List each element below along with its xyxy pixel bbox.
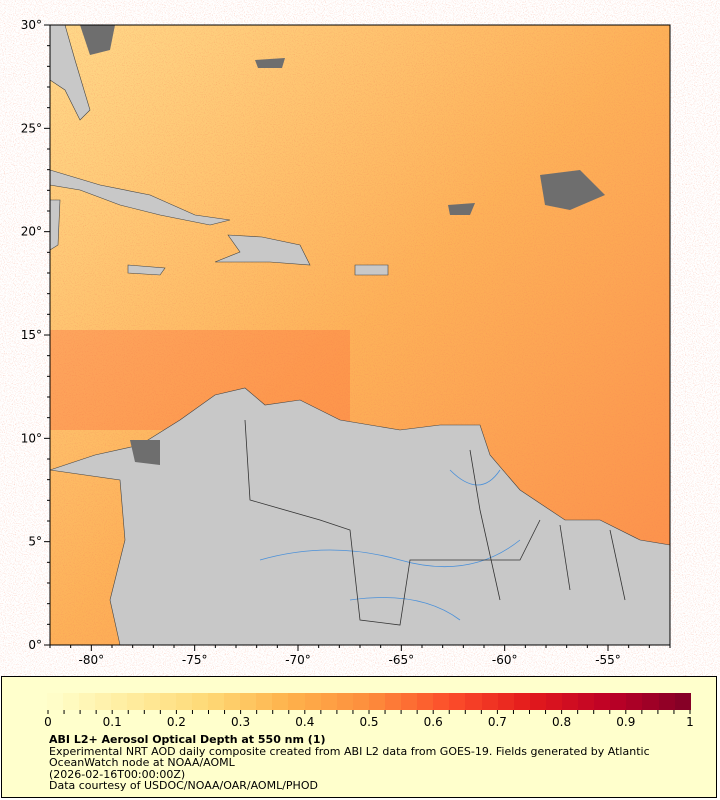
colorbar-tick-label: 0.2 (167, 715, 186, 727)
colorbar-segment (658, 693, 675, 710)
colorbar-segment (320, 693, 337, 710)
legend-date: (2026-02-16T00:00:00Z) (49, 768, 186, 781)
colorbar-segment (368, 693, 385, 710)
legend-title: ABI L2+ Aerosol Optical Depth at 550 nm … (49, 733, 326, 746)
colorbar-segment (159, 693, 176, 710)
legend-description-2: OceanWatch node at NOAA/AOML (49, 756, 235, 769)
colorbar-segment (481, 693, 498, 710)
rivers (259, 469, 521, 621)
colorbar-tick-label: 0.8 (552, 715, 571, 727)
lon-tick-label: -60° (492, 653, 518, 667)
lon-tick-label: -80° (79, 653, 105, 667)
colorbar-segment (465, 693, 482, 710)
colorbar-segment (594, 693, 611, 710)
colorbar-segment (304, 693, 321, 710)
colorbar-segment (352, 693, 369, 710)
colorbar (47, 693, 691, 710)
colorbar-segment (674, 693, 691, 710)
colorbar-segment (63, 693, 80, 710)
colorbar-segment (513, 693, 530, 710)
colorbar-segment (626, 693, 643, 710)
colorbar-segment (143, 693, 160, 710)
colorbar-segment (272, 693, 289, 710)
colorbar-segment (191, 693, 208, 710)
land (49, 24, 671, 646)
colorbar-segment (401, 693, 418, 710)
cuba (49, 169, 231, 226)
legend-credit: Data courtesy of USDOC/NOAA/OAR/AOML/PHO… (49, 779, 318, 792)
colorbar-ticks: 0 0.1 0.2 0.3 0.4 0.5 0.6 0.7 0.8 0.9 1 (44, 710, 694, 727)
colorbar-segment (336, 693, 353, 710)
colorbar-tick-label: 0.9 (616, 715, 635, 727)
map-area (49, 24, 671, 646)
borders (244, 419, 626, 626)
lat-tick-label: 10° (21, 431, 42, 445)
colorbar-tick-label: 1 (686, 715, 694, 727)
colorbar-segment (207, 693, 225, 710)
lat-tick-label: 25° (21, 121, 42, 135)
no-data-areas (80, 25, 605, 465)
colorbar-tick-label: 0.5 (359, 715, 378, 727)
lat-tick-label: 30° (21, 18, 42, 32)
colorbar-segment (642, 693, 659, 710)
colorbar-segment (95, 693, 112, 710)
colorbar-tick-label: 0.1 (103, 715, 122, 727)
colorbar-segment (529, 693, 546, 710)
colorbar-tick-label: 0.6 (424, 715, 443, 727)
colorbar-segment (256, 693, 273, 710)
aod-map: -80° -75° -70° -65° -60° -55° 0° 5° 10° 15° 20° 25… (21, 18, 671, 667)
colorbar-segment (224, 693, 241, 710)
puerto-rico (354, 264, 389, 276)
lon-tick-label: -70° (285, 653, 311, 667)
south-america (49, 387, 671, 646)
colorbar-segment (449, 693, 466, 710)
colorbar-segment (111, 693, 128, 710)
colorbar-segment (79, 693, 96, 710)
lat-tick-label: 20° (21, 225, 42, 239)
colorbar-tick-label: 0.3 (231, 715, 250, 727)
lat-tick-label: 15° (21, 328, 42, 342)
colorbar-segment (417, 693, 434, 710)
longitude-axis: -80° -75° -70° -65° -60° -55° (49, 645, 671, 667)
lon-tick-label: -55° (595, 653, 621, 667)
colorbar-tick-label: 0.4 (295, 715, 314, 727)
colorbar-segment (47, 693, 64, 710)
jamaica (127, 264, 166, 276)
colorbar-segment (127, 693, 144, 710)
colorbar-segment (545, 693, 562, 710)
hispaniola (214, 234, 311, 266)
colorbar-segment (384, 693, 402, 710)
colorbar-segment (578, 693, 595, 710)
florida (49, 24, 91, 121)
colorbar-segment (240, 693, 257, 710)
legend-panel: 0 0.1 0.2 0.3 0.4 0.5 0.6 0.7 0.8 0.9 1 ABI L2+ Ae… (1, 676, 717, 798)
colorbar-tick-label: 0.7 (488, 715, 507, 727)
colorbar-segment (562, 693, 579, 710)
colorbar-segment (433, 693, 450, 710)
lat-tick-label: 5° (28, 535, 42, 549)
legend-description-1: Experimental NRT AOD daily composite cre… (49, 745, 650, 758)
colorbar-segment (497, 693, 514, 710)
colorbar-segment (610, 693, 627, 710)
colorbar-segment (175, 693, 192, 710)
lon-tick-label: -65° (389, 653, 415, 667)
latitude-axis: 0° 5° 10° 15° 20° 25° 30° (21, 18, 50, 652)
lat-tick-label: 0° (28, 638, 42, 652)
colorbar-tick-label: 0 (44, 715, 52, 727)
colorbar-segment (288, 693, 305, 710)
lon-tick-label: -75° (182, 653, 208, 667)
